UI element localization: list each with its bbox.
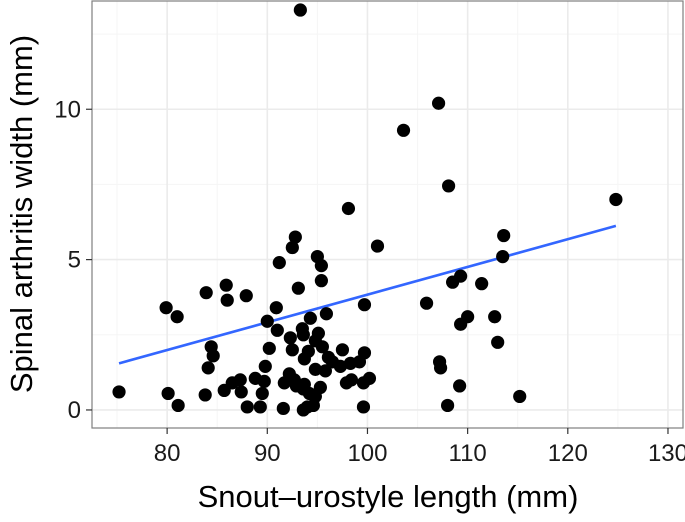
data-point [159, 301, 173, 315]
data-point [199, 286, 213, 300]
data-point [513, 389, 527, 404]
panel-background [92, 1, 683, 428]
data-point [419, 296, 434, 310]
data-point [454, 317, 468, 331]
data-point [201, 361, 215, 375]
data-point [276, 401, 290, 416]
x-tick-label: 120 [548, 440, 588, 467]
trend-line-layer [118, 224, 617, 365]
data-point [352, 355, 367, 369]
data-point [609, 192, 623, 207]
data-point [496, 249, 510, 264]
data-point [491, 335, 505, 349]
data-point [333, 359, 348, 373]
data-point [217, 383, 231, 398]
data-point [260, 314, 274, 328]
data-point [255, 386, 269, 401]
major-gridlines [92, 1, 683, 428]
data-point [356, 376, 371, 390]
data-point [171, 398, 185, 413]
data-point [441, 398, 455, 413]
data-point [239, 289, 253, 303]
minor-gridlines [92, 1, 683, 428]
panel-border [91, 0, 684, 429]
data-point [240, 400, 254, 414]
x-tick-label: 110 [449, 440, 487, 467]
data-point [296, 403, 310, 417]
data-point [318, 364, 332, 378]
data-point [293, 3, 307, 17]
data-point [253, 400, 267, 414]
data-point [396, 123, 411, 137]
data-point [488, 310, 502, 324]
data-point [206, 349, 220, 363]
x-tick-label: 130 [648, 440, 685, 467]
x-axis-title: Snout–urostyle length (mm) [198, 479, 579, 514]
y-tick-label: 0 [68, 397, 81, 424]
data-point [335, 343, 350, 357]
data-point [262, 341, 276, 355]
data-point [285, 343, 299, 357]
data-point [356, 400, 371, 414]
data-point [297, 352, 311, 366]
data-point [319, 307, 333, 321]
data-point [161, 386, 175, 401]
data-point [270, 323, 284, 337]
data-point [433, 361, 448, 375]
data-point [442, 179, 456, 193]
data-point [306, 398, 320, 413]
data-point [497, 228, 511, 243]
data-point [283, 331, 297, 345]
data-point [291, 281, 305, 295]
data-point [314, 259, 328, 273]
data-point [303, 311, 317, 325]
data-point [258, 359, 272, 373]
data-points [112, 3, 623, 417]
x-tick-label: 100 [347, 440, 387, 467]
data-point [308, 362, 322, 376]
y-tick-label: 10 [54, 96, 81, 123]
data-point [288, 230, 302, 244]
data-point [431, 96, 446, 110]
data-point [219, 278, 233, 292]
x-tick-label: 90 [254, 440, 281, 467]
y-tick-label: 5 [68, 247, 81, 274]
data-point [370, 239, 385, 253]
y-axis-title: Spinal arthritis width (mm) [4, 35, 39, 393]
x-axis: 80 90 100 110 120 130 [154, 428, 685, 467]
data-point [285, 240, 299, 255]
data-point [341, 201, 356, 216]
data-point [220, 293, 234, 307]
trend-line [118, 224, 617, 365]
data-point [272, 256, 286, 270]
data-point [277, 376, 291, 390]
data-point [170, 310, 184, 324]
data-point [315, 340, 329, 354]
data-point [339, 376, 354, 390]
data-point [475, 277, 489, 291]
x-tick-label: 80 [154, 440, 181, 467]
data-point [357, 298, 372, 312]
data-point [453, 379, 467, 393]
data-point [446, 275, 460, 289]
data-point [269, 301, 283, 315]
data-point [112, 385, 126, 399]
data-point [198, 388, 212, 402]
data-point [234, 385, 248, 399]
y-axis: 0 5 10 [54, 96, 92, 424]
data-point [314, 274, 328, 288]
data-point [296, 328, 310, 342]
data-point [257, 374, 271, 388]
